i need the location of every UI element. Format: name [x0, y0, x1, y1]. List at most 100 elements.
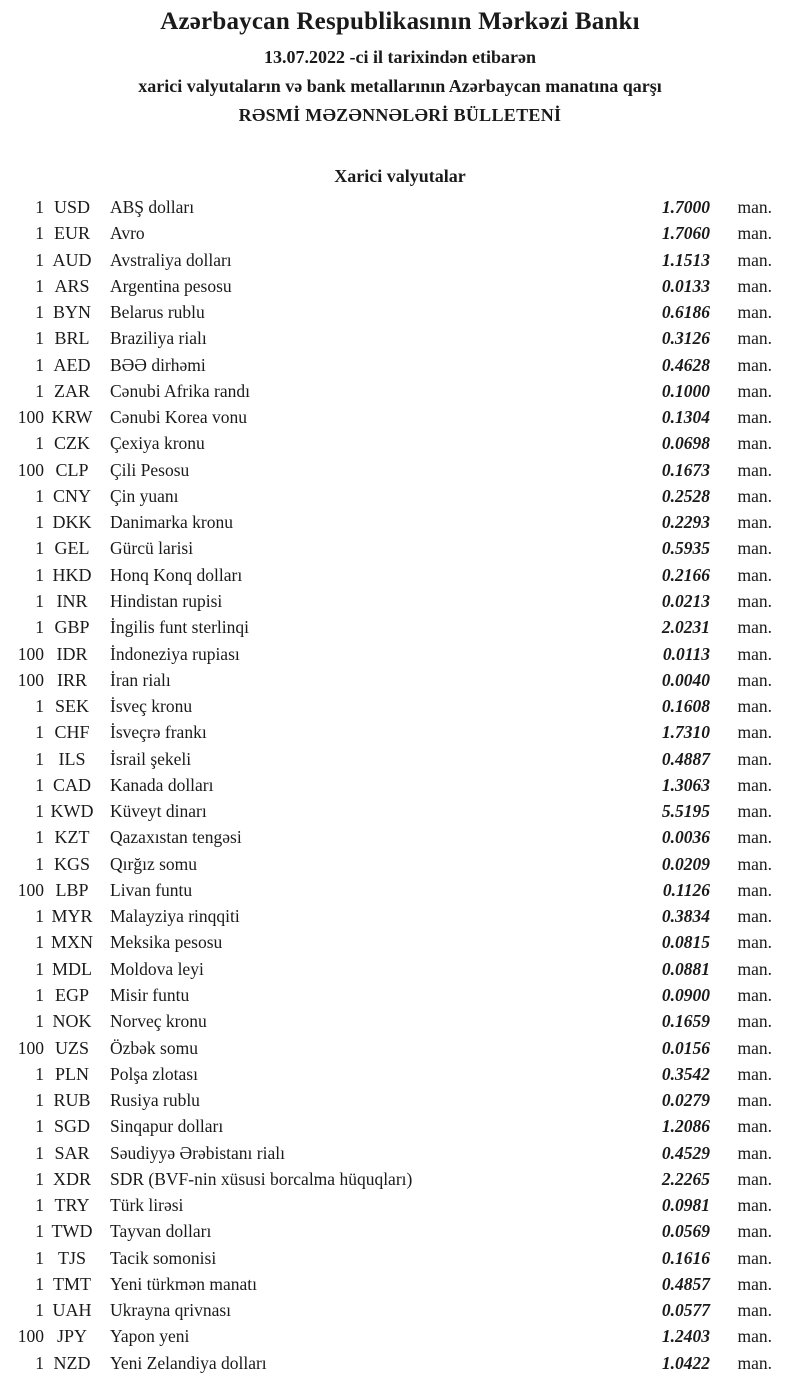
- unit-label: man.: [737, 275, 772, 296]
- table-row: 1 HKD Honq Konq dolları 0.2166 man.: [0, 562, 800, 588]
- currency-name: Misir funtu: [110, 984, 190, 1005]
- currency-code: UAH: [52, 1300, 92, 1321]
- unit-label: man.: [737, 906, 772, 927]
- rate-value: 2.0231: [661, 617, 710, 638]
- currency-name: Avstraliya dolları: [110, 249, 232, 270]
- currency-code: USD: [53, 197, 90, 217]
- rate-value: 0.5935: [661, 538, 710, 559]
- rate-value: 0.0036: [661, 827, 710, 848]
- currency-name: İndoneziya rupiası: [110, 643, 240, 664]
- currency-name: Moldova leyi: [110, 958, 204, 979]
- currency-name: Belarus rublu: [110, 302, 205, 323]
- currency-code: PLN: [54, 1063, 89, 1084]
- currency-code: KGS: [53, 853, 90, 874]
- table-row: 100 IRR İran rialı 0.0040 man.: [0, 667, 800, 693]
- currency-name: İsrail şekeli: [110, 748, 192, 769]
- unit-label: man.: [737, 538, 772, 559]
- rate-value: 0.1126: [662, 879, 710, 900]
- currency-name: Meksika pesosu: [110, 932, 223, 953]
- currency-code: SAR: [54, 1142, 90, 1163]
- rate-value: 0.4857: [661, 1273, 710, 1294]
- rate-value: 1.7310: [661, 722, 710, 743]
- currency-code: GBP: [54, 617, 90, 638]
- rate-value: 0.0815: [661, 932, 710, 953]
- unit-label: man.: [737, 1352, 772, 1373]
- unit-label: man.: [737, 433, 772, 454]
- unit-label: man.: [737, 459, 772, 480]
- unit-label: man.: [737, 1273, 772, 1294]
- quantity-cell: 1: [35, 275, 44, 296]
- currency-code: UZS: [54, 1037, 89, 1058]
- currency-code: KZT: [54, 827, 90, 848]
- rate-value: 0.1000: [661, 380, 710, 401]
- table-row: 1 GBP İngilis funt sterlinqi 2.0231 man.: [0, 614, 800, 640]
- currency-code: TWD: [51, 1221, 93, 1242]
- rate-value: 0.0213: [661, 590, 710, 611]
- currency-code: XDR: [52, 1168, 91, 1189]
- rate-value: 0.1673: [661, 459, 710, 480]
- table-row: 1 TMT Yeni türkmən manatı 0.4857 man.: [0, 1271, 800, 1297]
- quantity-cell: 1: [35, 1221, 44, 1242]
- currency-name: Qırğız somu: [110, 853, 198, 874]
- quantity-cell: 1: [35, 748, 44, 769]
- rate-value: 0.0279: [661, 1090, 710, 1111]
- unit-label: man.: [737, 407, 772, 428]
- currency-name: Livan funtu: [110, 879, 193, 900]
- quantity-cell: 1: [35, 302, 44, 323]
- quantity-cell: 1: [35, 249, 44, 270]
- currency-name: Honq Konq dolları: [110, 564, 243, 585]
- currency-name: Argentina pesosu: [110, 275, 232, 296]
- quantity-cell: 1: [35, 1011, 44, 1032]
- quantity-cell: 1: [35, 564, 44, 585]
- quantity-cell: 1: [35, 590, 44, 611]
- currency-name: Çin yuanı: [110, 485, 179, 506]
- rate-value: 0.3126: [661, 328, 710, 349]
- rate-value: 0.0698: [661, 433, 710, 454]
- table-row: 1 GEL Gürcü larisi 0.5935 man.: [0, 535, 800, 561]
- unit-label: man.: [737, 932, 772, 953]
- table-row: 1 SEK İsveç kronu 0.1608 man.: [0, 693, 800, 719]
- unit-label: man.: [737, 643, 772, 664]
- rate-value: 1.3063: [661, 774, 710, 795]
- currency-code: INR: [56, 590, 88, 611]
- rate-value: 5.5195: [661, 801, 710, 822]
- table-row: 1 CNY Çin yuanı 0.2528 man.: [0, 483, 800, 509]
- currency-name: Avro: [110, 223, 145, 244]
- quantity-cell: 100: [17, 407, 44, 428]
- currency-code: GEL: [54, 538, 90, 559]
- quantity-cell: 1: [35, 1090, 44, 1111]
- rate-value: 0.0569: [661, 1221, 710, 1242]
- rate-value: 0.0113: [662, 643, 710, 664]
- currency-name: Tacik somonisi: [110, 1247, 217, 1268]
- table-row: 1 KGS Qırğız somu 0.0209 man.: [0, 851, 800, 877]
- currency-code: KWD: [50, 801, 94, 822]
- currency-name: Kanada dolları: [110, 774, 214, 795]
- currency-name: Sinqapur dolları: [110, 1116, 224, 1137]
- currency-name: Rusiya rublu: [110, 1090, 200, 1111]
- table-row: 1 ZAR Cənubi Afrika randı 0.1000 man.: [0, 378, 800, 404]
- currency-name: Braziliya rialı: [110, 328, 207, 349]
- table-row: 1 KWD Küveyt dinarı 5.5195 man.: [0, 798, 800, 824]
- table-row: 100 UZS Özbək somu 0.0156 man.: [0, 1035, 800, 1061]
- unit-label: man.: [737, 774, 772, 795]
- table-row: 1 AUD Avstraliya dolları 1.1513 man.: [0, 247, 800, 273]
- currency-name: Çili Pesosu: [110, 459, 190, 480]
- quantity-cell: 1: [35, 223, 44, 244]
- unit-label: man.: [737, 1037, 772, 1058]
- rate-value: 0.3542: [661, 1063, 710, 1084]
- table-row: 1 NZD Yeni Zelandiya dolları 1.0422 man.: [0, 1350, 800, 1376]
- table-row: 1 UAH Ukrayna qrivnası 0.0577 man.: [0, 1297, 800, 1323]
- currency-name: Ukrayna qrivnası: [110, 1300, 232, 1321]
- quantity-cell: 1: [35, 984, 44, 1005]
- currency-code: HKD: [52, 564, 92, 585]
- unit-label: man.: [737, 380, 772, 401]
- unit-label: man.: [737, 748, 772, 769]
- quantity-cell: 1: [35, 722, 44, 743]
- quantity-cell: 100: [17, 1326, 44, 1347]
- quantity-cell: 1: [35, 1247, 44, 1268]
- unit-label: man.: [737, 669, 772, 690]
- rate-value: 1.7060: [661, 223, 710, 244]
- unit-label: man.: [737, 801, 772, 822]
- currency-code: TRY: [54, 1195, 90, 1216]
- quantity-cell: 1: [35, 932, 44, 953]
